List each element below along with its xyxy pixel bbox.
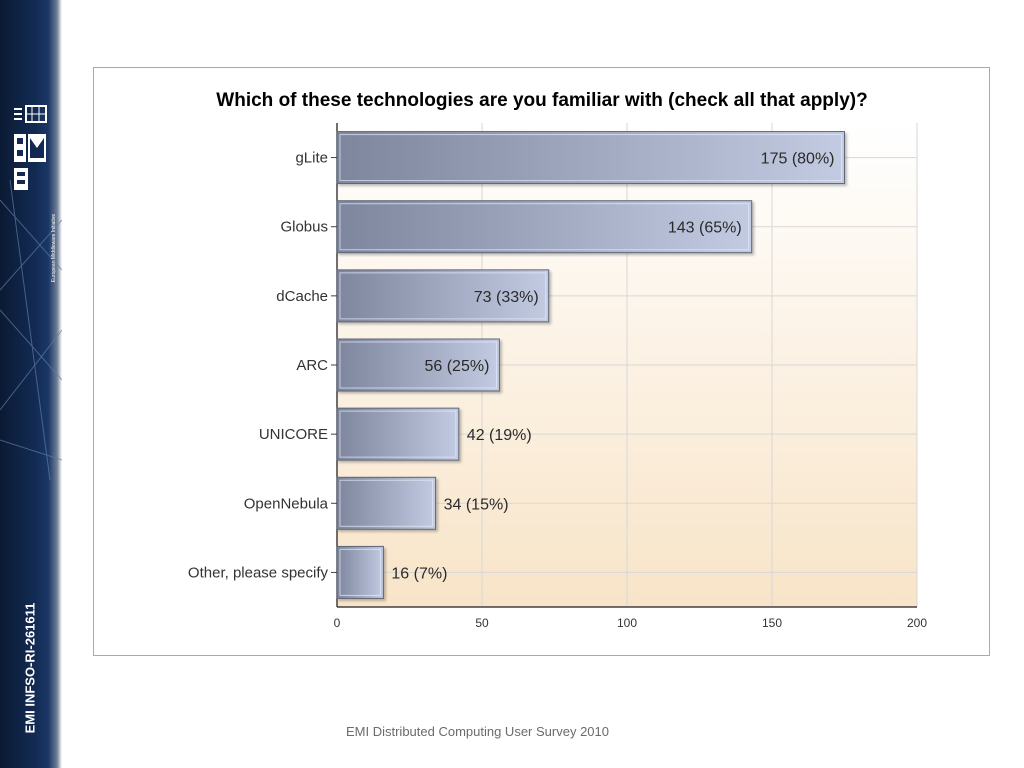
bar-highlight — [339, 410, 457, 458]
category-label: OpenNebula — [244, 495, 329, 512]
sidebar: European Middleware Initiative EMI INFSO… — [0, 0, 62, 768]
bar-highlight — [339, 548, 381, 596]
x-tick-label: 0 — [334, 616, 341, 630]
category-label: Other, please specify — [188, 564, 329, 581]
value-label: 56 (25%) — [424, 358, 489, 375]
bar — [336, 476, 437, 530]
bar — [336, 545, 384, 599]
project-code: EMI INFSO-RI-261611 — [22, 602, 38, 734]
bar-highlight — [339, 203, 750, 251]
bar — [336, 269, 550, 323]
category-label: Globus — [280, 219, 328, 236]
chart-panel: Which of these technologies are you fami… — [93, 67, 990, 656]
emi-logo-icon — [14, 105, 47, 190]
bar-highlight — [339, 479, 434, 527]
sidebar-tagline: European Middleware Initiative — [51, 213, 57, 283]
bar — [336, 131, 845, 185]
sidebar-decoration — [0, 180, 62, 480]
bar-highlight — [339, 134, 842, 182]
bar — [336, 407, 460, 461]
value-label: 16 (7%) — [391, 565, 447, 582]
value-label: 42 (19%) — [467, 427, 532, 444]
sidebar-logo: European Middleware Initiative — [8, 100, 57, 282]
x-tick-label: 100 — [617, 616, 637, 630]
category-label: gLite — [295, 150, 328, 167]
category-label: ARC — [296, 357, 328, 374]
bar-highlight — [339, 272, 547, 320]
chart-title: Which of these technologies are you fami… — [216, 90, 867, 111]
bar — [336, 200, 753, 254]
value-label: 143 (65%) — [668, 220, 742, 237]
category-label: UNICORE — [259, 426, 328, 443]
bar-highlight — [339, 341, 497, 389]
bar-chart: Which of these technologies are you fami… — [188, 90, 927, 630]
x-tick-label: 50 — [475, 616, 489, 630]
footer-text: EMI Distributed Computing User Survey 20… — [345, 724, 609, 739]
value-label: 73 (33%) — [474, 289, 539, 306]
x-tick-label: 150 — [762, 616, 782, 630]
value-label: 34 (15%) — [444, 496, 509, 513]
value-label: 175 (80%) — [761, 151, 835, 168]
category-label: dCache — [276, 288, 328, 305]
x-tick-label: 200 — [907, 616, 927, 630]
bar — [336, 338, 500, 392]
